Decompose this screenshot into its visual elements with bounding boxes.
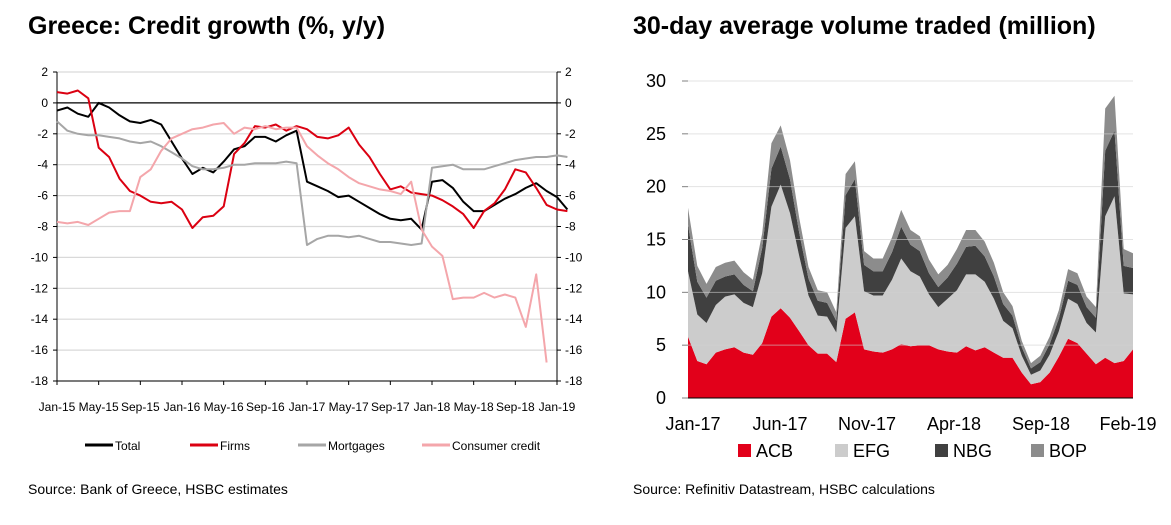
series-line-firms [56,89,568,229]
y2-tick-label: 0 [565,96,572,110]
y-tick-label: -14 [31,312,49,326]
legend-item-bop: BOP [1031,441,1087,461]
legend-swatch [738,444,751,457]
y2-tick-label: 2 [565,65,572,79]
y-tick-label: 5 [656,335,666,355]
left-chart-title: Greece: Credit growth (%, y/y) [28,12,386,40]
x-tick-label: Jan-18 [414,400,451,414]
y-tick-label: -8 [37,220,48,234]
x-tick-label: Jun-17 [752,414,807,434]
y-tick-label: 10 [646,282,666,302]
x-tick-label: Jan-17 [665,414,720,434]
legend-item-mortgages: Mortgages [298,439,385,453]
area-nbg [688,130,1133,375]
x-tick-label: May-15 [79,400,119,414]
y-tick-label: -10 [31,250,49,264]
y-tick-label: 15 [646,230,666,250]
legend-label: Total [115,439,140,453]
area-efg [688,184,1133,385]
x-tick-label: Sep-18 [1012,414,1070,434]
left-chart-source: Source: Bank of Greece, HSBC estimates [28,481,288,497]
y-tick-label: -6 [37,189,48,203]
legend-label: NBG [953,441,992,461]
legend-swatch [835,444,848,457]
legend-item-efg: EFG [835,441,890,461]
series-line-mortgages [56,120,568,246]
legend-label: Firms [220,439,250,453]
y-tick-label: 0 [656,388,666,408]
x-tick-label: Jan-15 [39,400,76,414]
area-bop [688,95,1133,369]
x-tick-label: Sep-15 [121,400,160,414]
y2-tick-label: -18 [565,374,583,388]
y-tick-label: -16 [31,343,49,357]
series-line-total [56,101,569,231]
area-acb [688,308,1133,398]
y-tick-label: -12 [31,281,49,295]
x-tick-label: Jan-17 [289,400,326,414]
x-tick-label: Sep-17 [371,400,410,414]
y2-tick-label: -8 [565,220,576,234]
y2-tick-label: -14 [565,312,583,326]
volume-traded-chart: 0 5 10 15 20 25 30 Jan-17 Jun-17 Nov-17 Apr-18 Sep-… [646,71,1157,461]
legend-swatch [1031,444,1044,457]
legend-label: BOP [1049,441,1087,461]
y2-tick-label: -2 [565,127,576,141]
legend-item-total: Total [85,439,140,453]
y2-tick-label: -12 [565,281,583,295]
legend-item-firms: Firms [190,439,250,453]
x-tick-label: Apr-18 [927,414,981,434]
legend-item-consumer-credit: Consumer credit [422,439,541,453]
x-tick-label: May-18 [454,400,494,414]
credit-growth-chart: 2 0 -2 -4 -6 -8 -10 -12 -14 -16 -18 2 0 -2 -4 -6 -8 -10 -1… [31,65,583,453]
right-chart-source: Source: Refinitiv Datastream, HSBC calcu… [633,481,935,497]
series-line-consumer-credit [56,122,548,363]
legend-swatch [935,444,948,457]
legend-label: Mortgages [328,439,385,453]
x-tick-label: May-16 [204,400,244,414]
right-chart-title: 30-day average volume traded (million) [633,12,1096,40]
y2-tick-label: -4 [565,158,576,172]
y-tick-label: 20 [646,177,666,197]
x-tick-label: Nov-17 [838,414,896,434]
x-tick-label: Sep-18 [496,400,535,414]
legend-label: ACB [756,441,793,461]
y-tick-label: 2 [41,65,48,79]
x-tick-label: Sep-16 [246,400,285,414]
legend-label: EFG [853,441,890,461]
x-tick-label: Jan-19 [539,400,576,414]
y-tick-label: -18 [31,374,49,388]
y-tick-label: -2 [37,127,48,141]
legend-item-acb: ACB [738,441,793,461]
y-tick-label: 30 [646,71,666,91]
y-tick-label: 25 [646,124,666,144]
legend-label: Consumer credit [452,439,541,453]
y-tick-label: 0 [41,96,48,110]
y2-tick-label: -10 [565,250,583,264]
x-tick-label: Jan-16 [164,400,201,414]
y2-tick-label: -6 [565,189,576,203]
y-tick-label: -4 [37,158,48,172]
x-tick-label: May-17 [329,400,369,414]
y2-tick-label: -16 [565,343,583,357]
x-tick-label: Feb-19 [1099,414,1156,434]
legend-item-nbg: NBG [935,441,992,461]
